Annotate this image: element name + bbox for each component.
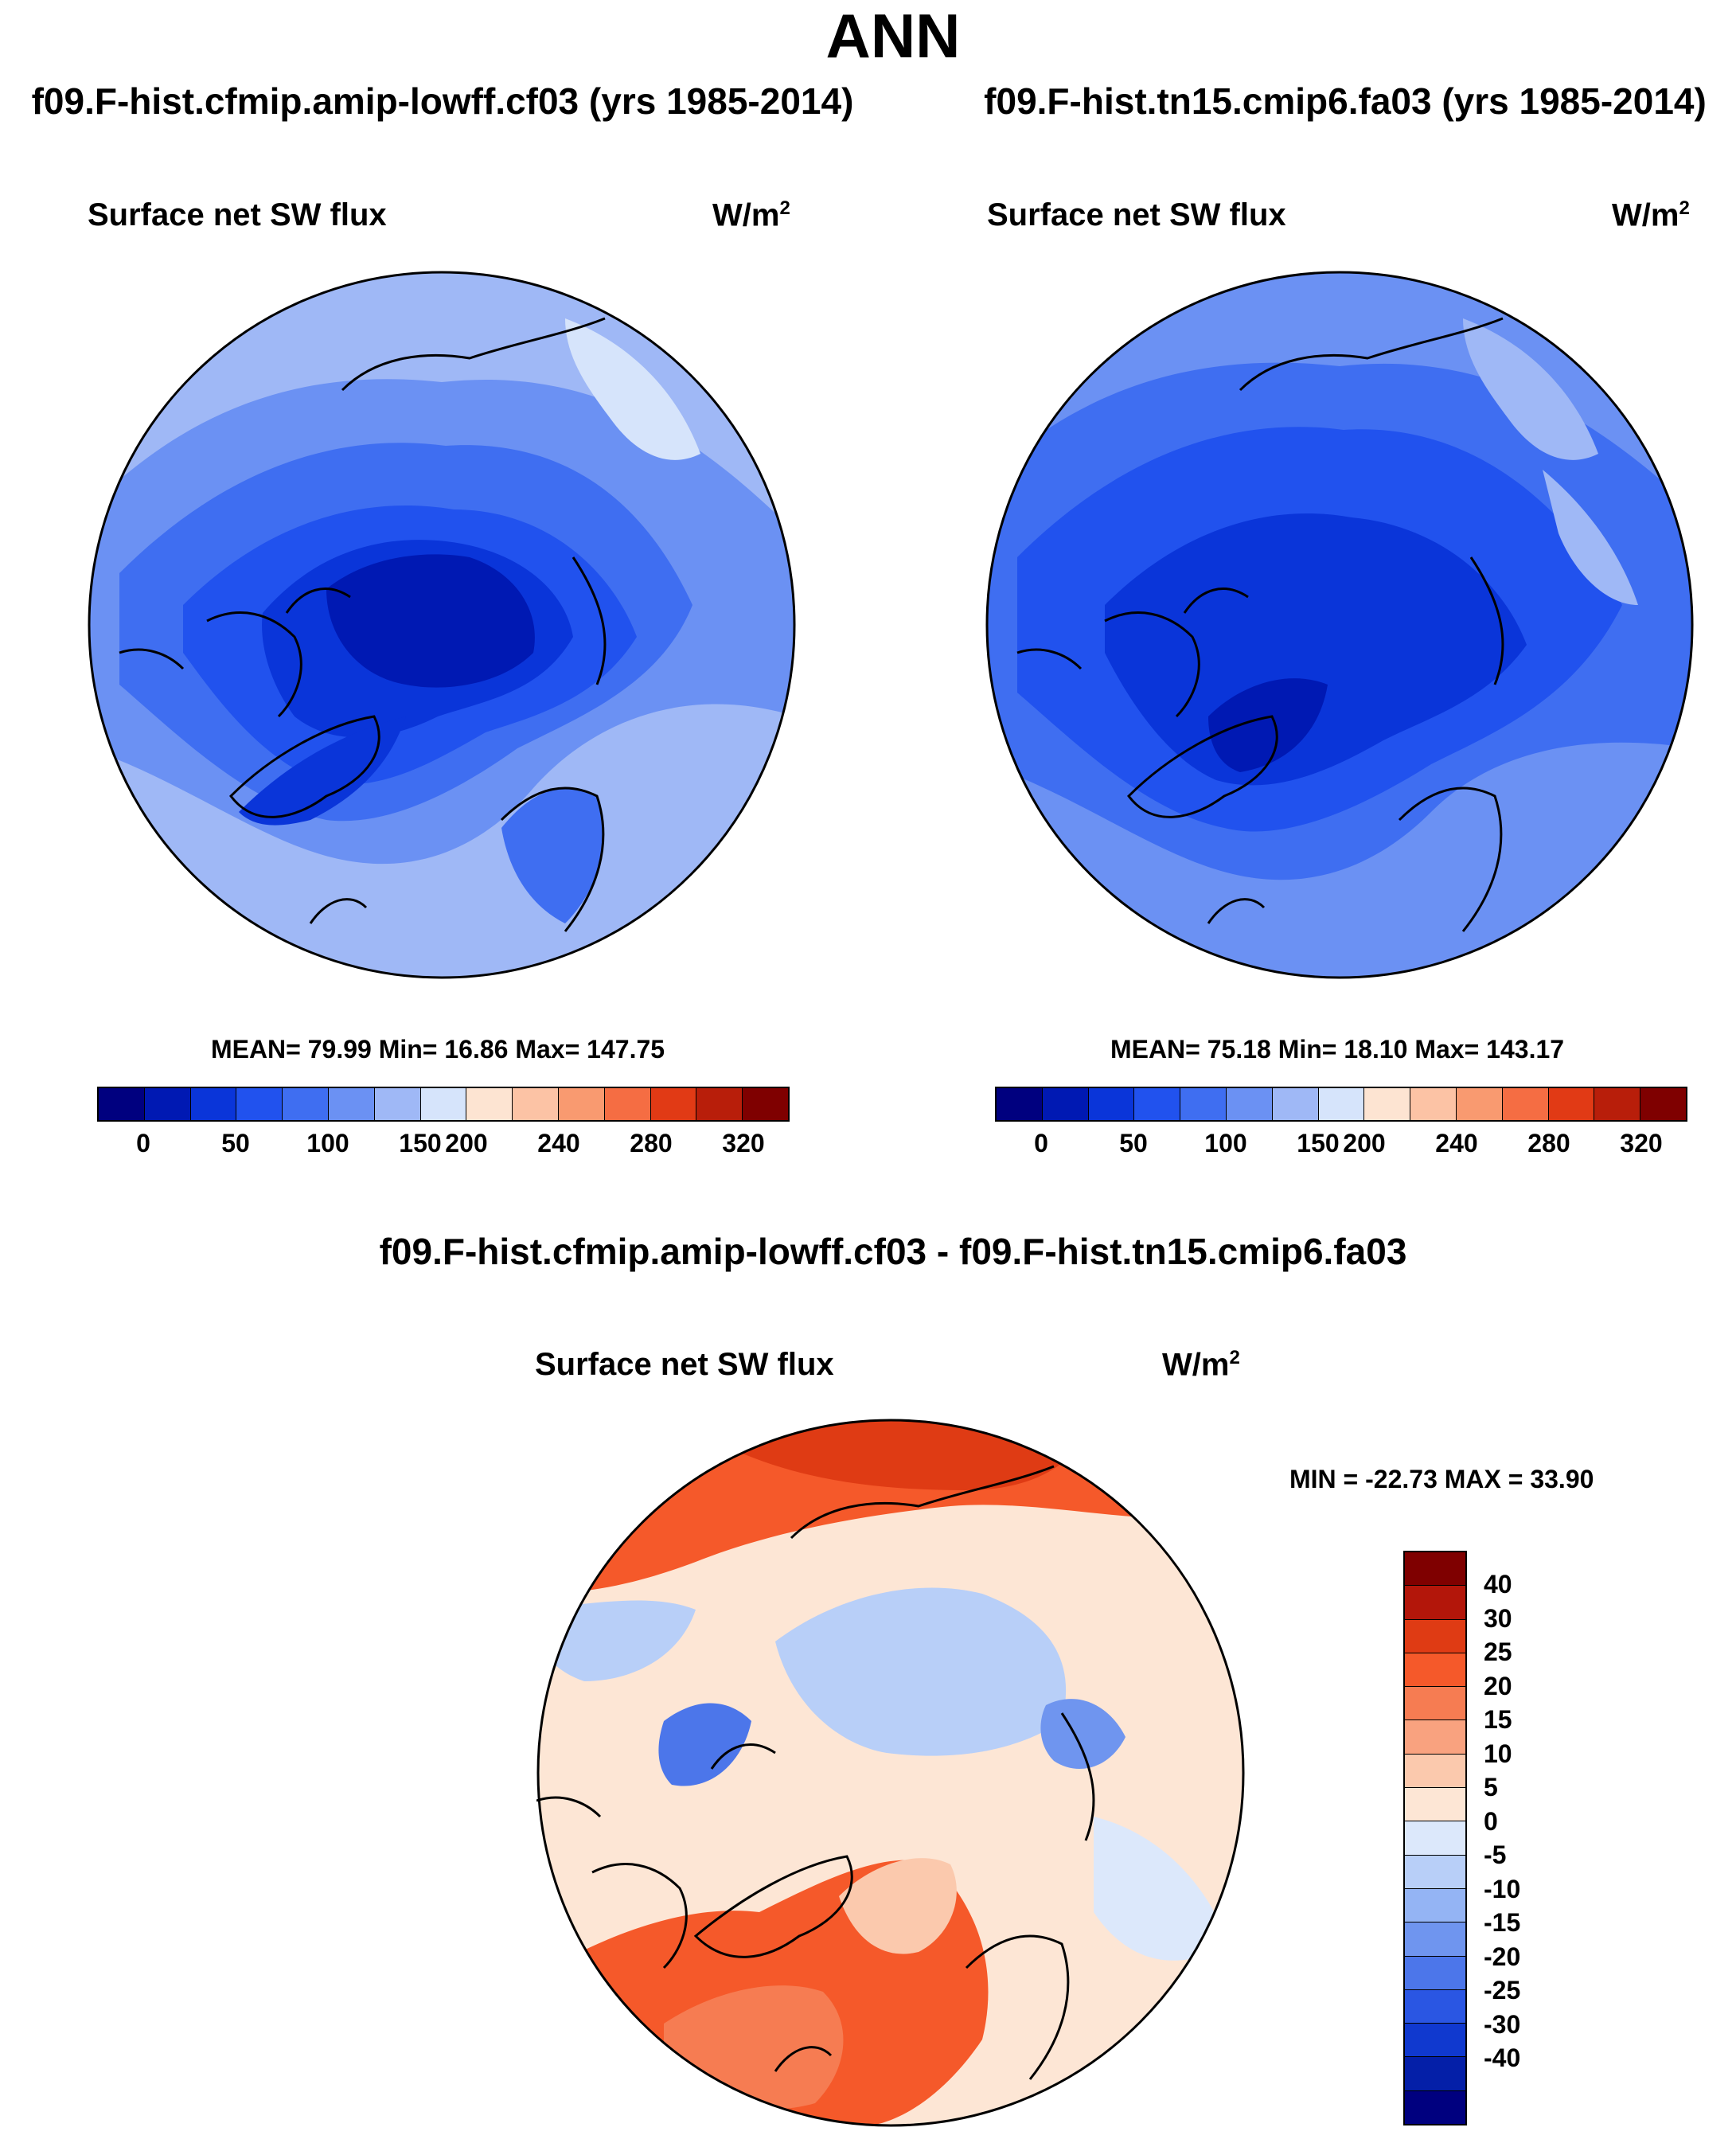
colorbar-swatch <box>1548 1088 1595 1120</box>
colorbar-tick-label: 25 <box>1484 1638 1512 1667</box>
colorbar-swatch <box>1180 1088 1227 1120</box>
colorbar-tick-label: 10 <box>1484 1739 1512 1768</box>
colorbar-tick-label: 150 <box>399 1129 442 1157</box>
colorbar-swatch <box>1502 1088 1549 1120</box>
colorbar-swatch <box>144 1088 191 1120</box>
colorbar-swatch <box>1405 2024 1465 2058</box>
colorbar-tick-label: 0 <box>1034 1129 1048 1157</box>
colorbar-tick-label: 240 <box>1435 1129 1478 1157</box>
colorbar-swatch <box>650 1088 697 1120</box>
diff-stats: MIN = -22.73 MAX = 33.90 <box>1289 1465 1594 1493</box>
colorbar-swatch <box>1405 1653 1465 1688</box>
colorbar-swatch <box>1405 1586 1465 1620</box>
colorbar-swatch <box>1042 1088 1089 1120</box>
panel2-units: W/m2 <box>1612 197 1690 233</box>
colorbar-swatch <box>328 1088 375 1120</box>
colorbar-swatch <box>1405 1720 1465 1755</box>
colorbar-swatch <box>190 1088 237 1120</box>
panel2-polar-map <box>985 271 1694 979</box>
panel1-polar-map <box>88 271 796 979</box>
colorbar-swatch <box>1405 1619 1465 1653</box>
colorbar-tick-label: 100 <box>1204 1129 1247 1157</box>
colorbar-tick-label: 320 <box>722 1129 765 1157</box>
colorbar-tick-label: 320 <box>1620 1129 1663 1157</box>
colorbar-swatch <box>1405 1922 1465 1957</box>
colorbar-tick-label: 20 <box>1484 1671 1512 1700</box>
colorbar-tick-label: 40 <box>1484 1570 1512 1599</box>
colorbar-swatch <box>1410 1088 1457 1120</box>
panel1-case-title: f09.F-hist.cfmip.amip-lowff.cf03 (yrs 19… <box>31 80 854 122</box>
colorbar-swatch <box>1088 1088 1135 1120</box>
colorbar-swatch <box>1134 1088 1181 1120</box>
colorbar-tick-label: 0 <box>1484 1806 1498 1836</box>
colorbar-swatch <box>99 1088 145 1120</box>
panel2-case-title: f09.F-hist.tn15.cmip6.fa03 (yrs 1985-201… <box>984 80 1707 122</box>
colorbar-swatch <box>1405 1989 1465 2024</box>
colorbar-swatch <box>1405 1821 1465 1856</box>
colorbar-swatch <box>1405 1552 1465 1587</box>
colorbar-tick-label: -20 <box>1484 1942 1521 1971</box>
colorbar-tick-label: 30 <box>1484 1603 1512 1633</box>
colorbar-tick-label: 0 <box>136 1129 150 1157</box>
diff-polar-map <box>536 1419 1245 2127</box>
colorbar-swatch <box>997 1088 1043 1120</box>
diff-variable-label: Surface net SW flux <box>535 1347 834 1382</box>
diff-colorbar <box>1403 1551 1467 2125</box>
colorbar-swatch <box>513 1088 559 1120</box>
colorbar-swatch <box>696 1088 743 1120</box>
colorbar-swatch <box>1405 1788 1465 1822</box>
panel2-colorbar <box>995 1087 1687 1122</box>
colorbar-swatch <box>374 1088 421 1120</box>
colorbar-swatch <box>604 1088 651 1120</box>
colorbar-swatch <box>1226 1088 1273 1120</box>
colorbar-swatch <box>283 1088 329 1120</box>
colorbar-tick-label: -30 <box>1484 2009 1521 2039</box>
colorbar-tick-label: 200 <box>1343 1129 1386 1157</box>
colorbar-swatch <box>1405 1687 1465 1721</box>
colorbar-swatch <box>1364 1088 1411 1120</box>
diff-units: W/m2 <box>1162 1347 1240 1383</box>
colorbar-tick-label: 15 <box>1484 1705 1512 1735</box>
diff-case-title: f09.F-hist.cfmip.amip-lowff.cf03 - f09.F… <box>379 1231 1407 1272</box>
colorbar-swatch <box>1272 1088 1319 1120</box>
panel1-variable-label: Surface net SW flux <box>88 197 387 232</box>
colorbar-tick-label: -10 <box>1484 1874 1521 1903</box>
colorbar-swatch <box>1405 1956 1465 1990</box>
colorbar-swatch <box>1640 1088 1686 1120</box>
colorbar-swatch <box>1405 1888 1465 1923</box>
colorbar-tick-label: -25 <box>1484 1976 1521 2005</box>
colorbar-tick-label: 100 <box>306 1129 349 1157</box>
colorbar-tick-label: -5 <box>1484 1840 1507 1870</box>
colorbar-swatch <box>1456 1088 1503 1120</box>
panel1-units: W/m2 <box>712 197 790 233</box>
colorbar-tick-label: 200 <box>445 1129 488 1157</box>
colorbar-swatch <box>1405 2090 1465 2125</box>
colorbar-swatch <box>1405 2057 1465 2091</box>
colorbar-swatch <box>236 1088 283 1120</box>
colorbar-swatch <box>420 1088 467 1120</box>
figure-title: ANN <box>825 1 961 71</box>
colorbar-swatch <box>1405 1754 1465 1789</box>
panel1-colorbar <box>97 1087 790 1122</box>
colorbar-swatch <box>1405 1855 1465 1889</box>
colorbar-tick-label: 5 <box>1484 1773 1498 1802</box>
colorbar-swatch <box>743 1088 788 1120</box>
colorbar-tick-label: -40 <box>1484 2043 1521 2073</box>
colorbar-tick-label: 50 <box>221 1129 250 1157</box>
colorbar-swatch <box>466 1088 513 1120</box>
colorbar-tick-label: 280 <box>1527 1129 1570 1157</box>
colorbar-swatch <box>558 1088 605 1120</box>
colorbar-tick-label: 150 <box>1297 1129 1340 1157</box>
panel1-stats: MEAN= 79.99 Min= 16.86 Max= 147.75 <box>210 1035 665 1064</box>
colorbar-tick-label: 240 <box>537 1129 580 1157</box>
panel2-stats: MEAN= 75.18 Min= 18.10 Max= 143.17 <box>1110 1035 1565 1064</box>
colorbar-tick-label: 280 <box>630 1129 673 1157</box>
colorbar-tick-label: -15 <box>1484 1908 1521 1938</box>
panel2-variable-label: Surface net SW flux <box>987 197 1286 232</box>
colorbar-swatch <box>1594 1088 1641 1120</box>
colorbar-tick-label: 50 <box>1119 1129 1148 1157</box>
colorbar-swatch <box>1318 1088 1365 1120</box>
